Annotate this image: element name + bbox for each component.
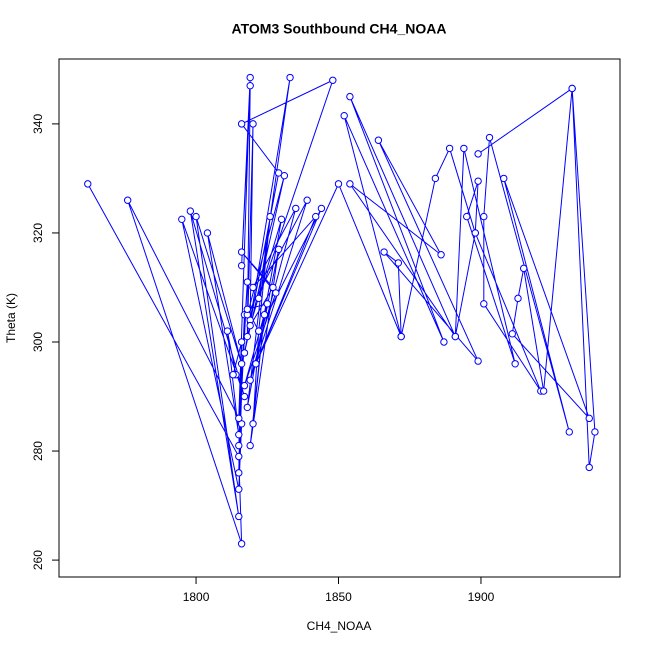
point <box>246 441 254 450</box>
point <box>255 327 263 335</box>
point <box>277 215 286 224</box>
point <box>237 360 246 368</box>
point <box>460 144 468 153</box>
point <box>235 441 243 450</box>
point <box>235 452 243 461</box>
point <box>260 311 269 319</box>
series-line <box>87 77 596 544</box>
point <box>240 349 249 357</box>
point <box>480 212 488 221</box>
point <box>519 264 528 273</box>
x-tick-label: 1850 <box>325 590 352 604</box>
point <box>585 463 593 472</box>
x-axis-label: CH4_NOAA <box>307 619 372 633</box>
y-tick-label: 340 <box>31 114 45 134</box>
point <box>286 73 294 82</box>
point <box>240 392 249 401</box>
point <box>237 261 246 270</box>
point <box>511 360 519 368</box>
x-tick-label: 1900 <box>468 590 495 604</box>
point <box>474 357 482 365</box>
point <box>243 332 252 341</box>
point <box>235 512 243 521</box>
point <box>243 403 252 412</box>
point <box>237 338 246 346</box>
point <box>346 180 354 188</box>
point <box>380 248 388 256</box>
point <box>463 212 471 221</box>
point <box>235 414 243 423</box>
point <box>223 327 232 335</box>
point <box>235 469 243 477</box>
point <box>394 259 403 267</box>
point <box>272 289 280 297</box>
point <box>508 330 517 338</box>
point <box>292 204 300 213</box>
point <box>280 171 289 180</box>
chart-title: ATOM3 Southbound CH4_NOAA <box>232 21 447 37</box>
point <box>249 120 257 128</box>
point <box>203 229 212 237</box>
point <box>240 381 249 390</box>
y-tick-label: 280 <box>31 441 45 461</box>
point <box>334 180 343 188</box>
point <box>246 82 254 90</box>
point <box>186 207 195 215</box>
point <box>514 294 522 303</box>
point <box>451 332 460 341</box>
point <box>474 150 482 158</box>
point <box>263 300 271 308</box>
point <box>374 136 383 144</box>
point <box>266 212 274 221</box>
point <box>249 420 257 428</box>
plot-frame <box>58 58 621 578</box>
point <box>84 180 92 188</box>
point <box>445 144 454 153</box>
point <box>539 387 548 395</box>
point <box>303 196 311 204</box>
point <box>585 414 593 423</box>
point <box>437 251 445 259</box>
point <box>123 196 132 204</box>
point <box>346 92 354 101</box>
y-tick-label: 300 <box>31 332 45 352</box>
point <box>229 371 237 379</box>
point <box>249 283 257 292</box>
point <box>246 321 254 330</box>
point <box>243 278 252 286</box>
point <box>255 294 263 303</box>
point <box>565 428 573 436</box>
point <box>500 174 508 183</box>
point <box>243 305 252 313</box>
y-axis-label: Theta (K) <box>4 293 18 343</box>
point <box>312 212 320 221</box>
y-tick-label: 260 <box>31 550 45 570</box>
point <box>274 245 283 253</box>
point <box>235 430 243 439</box>
point <box>480 300 488 308</box>
point <box>591 428 599 436</box>
point <box>178 215 186 224</box>
point <box>237 540 246 548</box>
point <box>568 84 576 93</box>
point <box>192 212 200 221</box>
point <box>237 120 246 128</box>
point <box>340 112 348 120</box>
point <box>329 76 337 84</box>
point <box>252 360 260 368</box>
point <box>474 177 482 185</box>
point <box>440 338 448 346</box>
point <box>317 204 326 213</box>
point <box>237 248 246 256</box>
point <box>246 73 254 82</box>
point <box>235 485 243 493</box>
point <box>246 376 254 384</box>
point <box>485 133 494 142</box>
point <box>471 229 479 237</box>
x-tick-label: 1800 <box>183 590 210 604</box>
point <box>431 174 440 183</box>
point <box>397 332 405 341</box>
y-tick-label: 320 <box>31 223 45 243</box>
